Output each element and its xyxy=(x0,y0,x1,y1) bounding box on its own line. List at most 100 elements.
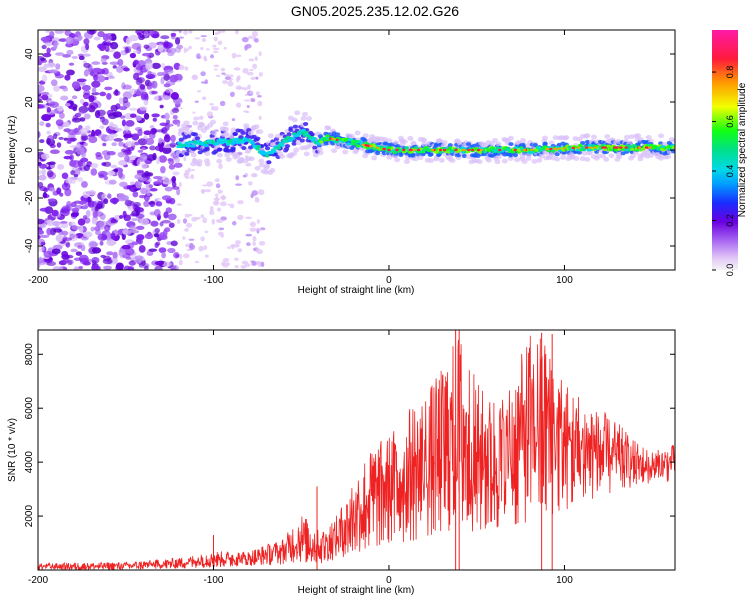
spectrogram-line-halo xyxy=(438,157,445,163)
spectrogram-noise-blob xyxy=(83,231,93,238)
spectrogram-noise-blob xyxy=(54,30,65,34)
spectrogram-line-halo xyxy=(225,156,232,162)
spectrogram-noise-blob xyxy=(48,161,56,165)
spectrogram-noise-blob xyxy=(72,106,78,112)
spectrogram-noise-blob xyxy=(131,241,139,246)
spectrogram-noise-blob xyxy=(176,188,181,196)
spectrogram-scatter-blob xyxy=(194,216,201,220)
spectrogram-line-halo xyxy=(495,154,502,160)
spectrogram-scatter-blob xyxy=(176,44,184,50)
spectrogram-noise-blob xyxy=(100,57,107,63)
spectrogram-line-peak xyxy=(375,146,380,149)
spectrogram-scatter-blob xyxy=(252,241,257,246)
spectrogram-noise-blob xyxy=(68,62,75,66)
spectrogram-line-peak xyxy=(615,146,619,149)
spectrogram-noise-blob xyxy=(62,237,73,241)
spectrogram-noise-blob xyxy=(49,30,55,38)
spectrogram-noise-blob xyxy=(73,174,79,178)
spectrogram-noise-blob xyxy=(80,180,88,188)
spectrogram-noise-blob xyxy=(145,61,154,70)
spectrogram-line-body xyxy=(232,132,238,137)
spectrogram-line-halo xyxy=(300,116,307,121)
spectrogram-scatter-blob xyxy=(251,31,259,38)
spectrogram-noise-blob xyxy=(151,127,158,134)
spectrogram-noise-blob xyxy=(112,251,118,260)
spectrogram-line-body xyxy=(465,142,472,147)
spectrogram-noise-blob xyxy=(110,218,117,224)
spectrogram-noise-blob xyxy=(76,177,84,182)
spectrogram-noise-blob xyxy=(57,163,65,170)
spectrogram-noise-blob xyxy=(122,84,132,90)
spectrogram-noise-blob xyxy=(82,101,89,107)
spectrogram-scatter-blob xyxy=(185,222,192,228)
spectrogram-noise-blob xyxy=(149,145,156,151)
spectrogram-scatter-blob xyxy=(256,249,263,255)
spectrogram-noise-blob xyxy=(50,79,58,87)
spectrogram-noise-blob xyxy=(148,248,158,252)
spectrogram-noise-blob xyxy=(169,74,179,83)
spectrogram-noise-blob xyxy=(130,229,140,234)
spectrogram-noise-blob xyxy=(70,212,79,218)
spectrogram-noise-blob xyxy=(129,113,137,118)
spectrogram-noise-blob xyxy=(104,86,113,91)
spectrogram-scatter-blob xyxy=(176,203,182,206)
spectrogram-noise-blob xyxy=(38,245,45,253)
spectrogram-noise-blob xyxy=(83,164,90,172)
spectrogram-noise-blob xyxy=(59,221,68,225)
spectrogram-scatter-blob xyxy=(188,30,193,34)
spectrogram-noise-blob xyxy=(154,242,159,249)
spectrogram-noise-blob xyxy=(45,122,51,128)
spectrogram-noise-blob xyxy=(58,136,64,140)
spectrogram-line-halo xyxy=(302,111,309,117)
spectrogram-scatter-blob xyxy=(218,163,223,170)
spectrogram-line-core xyxy=(189,140,194,144)
spectrogram-line-core xyxy=(235,137,240,141)
spectrogram-line-core xyxy=(671,145,675,149)
spectrogram-noise-blob xyxy=(75,251,83,256)
spectrogram-line-body xyxy=(240,130,246,135)
spectrogram-scatter-blob xyxy=(235,183,243,186)
spectrogram-scatter-blob xyxy=(258,72,263,77)
spectrogram-scatter-blob xyxy=(212,50,219,54)
spectrogram-noise-blob xyxy=(161,219,172,224)
spectrogram-noise-blob xyxy=(102,142,107,147)
spectrogram-scatter-blob xyxy=(229,134,235,140)
spectrogram-noise-blob xyxy=(114,89,119,96)
spectrogram-line-body xyxy=(576,150,583,155)
spectrogram-scatter-blob xyxy=(236,76,240,83)
spectrogram-noise-blob xyxy=(38,103,43,109)
spectrogram-noise-blob xyxy=(160,76,165,85)
spectrogram-line-body xyxy=(266,160,272,165)
spectrogram-noise-blob xyxy=(49,149,60,154)
spectrogram-noise-blob xyxy=(153,96,160,101)
spectrogram-line-halo xyxy=(635,133,642,139)
spectrogram-line-core xyxy=(186,143,192,148)
spectrogram-noise-blob xyxy=(150,220,159,227)
spectrogram-noise-blob xyxy=(153,209,161,217)
spectrogram-noise-blob xyxy=(141,52,151,57)
snr-x-tick-label: 0 xyxy=(386,575,392,586)
spectrogram-noise-blob xyxy=(41,114,52,122)
spectrogram-noise-blob xyxy=(71,81,80,90)
spectrogram-noise-blob xyxy=(91,61,101,65)
spectrogram-noise-blob xyxy=(137,149,144,153)
spectrogram-scatter-blob xyxy=(201,96,207,101)
spectrogram-noise-blob xyxy=(110,232,116,240)
spectrogram-noise-blob xyxy=(42,52,52,58)
spectrogram-scatter-blob xyxy=(236,54,242,58)
spectrogram-line-body xyxy=(554,152,560,157)
spectrogram-noise-blob xyxy=(82,92,91,100)
spectrogram-line-core xyxy=(219,141,225,145)
spectrogram-scatter-blob xyxy=(245,216,253,219)
spectrogram-line-peak xyxy=(624,146,628,149)
spectrogram-noise-blob xyxy=(123,67,130,72)
snr-x-ticks: -200 -100 0 100 xyxy=(28,330,573,586)
spectrogram-noise-blob xyxy=(57,105,64,112)
spectrogram-scatter-blob xyxy=(242,174,247,178)
spectrogram-noise-blob xyxy=(135,225,145,231)
spectrogram-line-halo xyxy=(291,151,298,157)
spectrogram-noise-blob xyxy=(82,261,91,266)
spectrogram-noise-blob xyxy=(126,184,132,190)
spectrogram-scatter-blob xyxy=(232,220,237,226)
spectrogram-noise-blob xyxy=(160,35,170,40)
